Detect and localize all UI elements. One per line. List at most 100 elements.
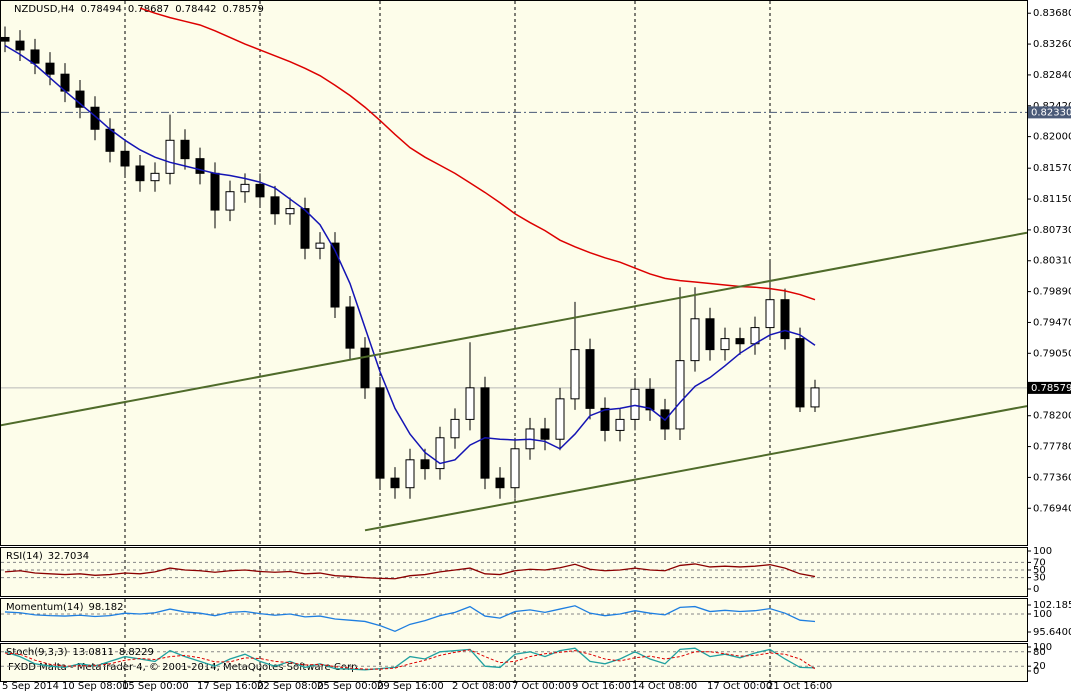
pane (0, 643, 1028, 682)
y-tick-label: 100 (1033, 642, 1052, 653)
candle-body (150, 172, 160, 182)
candle-body (255, 183, 265, 198)
y-tick-label: 102.1859 (1033, 600, 1071, 611)
candle-body (540, 428, 550, 440)
series-line (139, 7, 816, 301)
candle-body (690, 318, 700, 362)
y-tick-label: 0.79050 (1033, 348, 1071, 359)
header-value: 0.78494 (80, 4, 121, 15)
price-label: 0.78579 (1031, 383, 1071, 394)
candle-body (285, 208, 295, 215)
candle-body (315, 242, 325, 249)
x-tick-label: 22 Sep 08:00 (257, 681, 324, 692)
pane-header: NZDUSD,H4 0.78494 0.78687 0.78442 0.78579 (14, 4, 264, 15)
candle-body (15, 40, 25, 51)
candle-body (195, 158, 205, 174)
candle-body (210, 172, 220, 211)
x-tick-label: 10 Sep 08:00 (62, 681, 129, 692)
y-tick-label: 0.79890 (1033, 287, 1071, 298)
y-tick-label: 0.77360 (1033, 472, 1071, 483)
series-line (4, 649, 816, 670)
price-label: 0.82330 (1031, 107, 1071, 118)
candle-body (675, 360, 685, 430)
candle-body (765, 299, 775, 329)
y-tick-label: 80 (1033, 647, 1046, 658)
candle-body (105, 128, 115, 152)
candle-body (45, 62, 55, 75)
candle-body (135, 165, 145, 182)
y-tick-label: 100 (1033, 546, 1052, 557)
candle-body (360, 347, 370, 389)
candle-body (180, 139, 190, 160)
x-tick-label: 2 Oct 08:00 (452, 681, 511, 692)
x-tick-label: 9 Oct 16:00 (572, 681, 631, 692)
y-tick-label: 0.81150 (1033, 194, 1071, 205)
pane-title: RSI(14) (6, 551, 43, 562)
candle-body (795, 338, 805, 408)
trendline (1, 231, 1027, 427)
candle-body (435, 437, 445, 470)
header-value: 0.78442 (175, 4, 216, 15)
candle-body (810, 387, 820, 408)
x-tick-label: 17 Oct 00:00 (707, 681, 772, 692)
y-tick-label: 20 (1033, 661, 1046, 672)
candle-body (165, 139, 175, 174)
pane-title: NZDUSD,H4 (14, 4, 74, 15)
y-tick-label: 0.79470 (1033, 317, 1071, 328)
candle-body (75, 90, 85, 108)
series-line (4, 44, 816, 465)
candle-body (345, 306, 355, 349)
y-tick-label: 0.83260 (1033, 39, 1071, 50)
candle-body (300, 208, 310, 249)
candle-body (630, 388, 640, 420)
candle-body (510, 448, 520, 489)
candle-body (555, 398, 565, 440)
candle-body (735, 338, 745, 345)
candle-body (0, 36, 10, 42)
x-tick-label: 7 Oct 00:00 (512, 681, 571, 692)
candle-body (420, 459, 430, 470)
header-value: 32.7034 (48, 551, 89, 562)
header-value: 0.78687 (128, 4, 169, 15)
y-tick-label: 50 (1033, 565, 1046, 576)
y-tick-label: 30 (1033, 573, 1046, 584)
header-value: 13.0811 (72, 647, 113, 658)
candle-body (585, 349, 595, 409)
pane (0, 598, 1028, 642)
candle-body (570, 349, 580, 400)
y-tick-label: 0.83680 (1033, 8, 1071, 19)
x-tick-label: 5 Sep 2014 (2, 681, 59, 692)
candle-body (450, 418, 460, 439)
candle-body (495, 477, 505, 489)
candle-body (780, 299, 790, 340)
candle-body (705, 318, 715, 351)
y-tick-label: 70 (1033, 557, 1046, 568)
y-tick-label: 0.82000 (1033, 132, 1071, 143)
candle-body (375, 387, 385, 479)
candle-body (30, 49, 40, 64)
trendline (364, 405, 1027, 532)
candle-body (225, 191, 235, 211)
candle-body (600, 407, 610, 431)
candle-body (465, 387, 475, 420)
y-tick-label: 0.77780 (1033, 442, 1071, 453)
pane-header: RSI(14) 32.7034 (6, 551, 89, 562)
y-tick-label: 0.80730 (1033, 225, 1071, 236)
y-tick-label: 0.78200 (1033, 411, 1071, 422)
candle-body (615, 418, 625, 431)
candle-body (720, 338, 730, 351)
pane-title: Stoch(9,3,3) (6, 647, 68, 658)
pane-header: Momentum(14) 98.182 (6, 602, 124, 613)
pane (0, 547, 1028, 597)
x-tick-label: 17 Sep 16:00 (197, 681, 264, 692)
annotation: FXDD Malta - MetaTrader 4, © 2001-2014, … (8, 662, 361, 673)
y-tick-label: 0 (1033, 666, 1039, 677)
y-tick-label: 0.82420 (1033, 101, 1071, 112)
x-tick-label: 25 Sep 00:00 (317, 681, 384, 692)
pane-title: Momentum(14) (6, 602, 84, 613)
candle-body (240, 183, 250, 193)
candle-body (390, 477, 400, 489)
candle-body (645, 388, 655, 411)
